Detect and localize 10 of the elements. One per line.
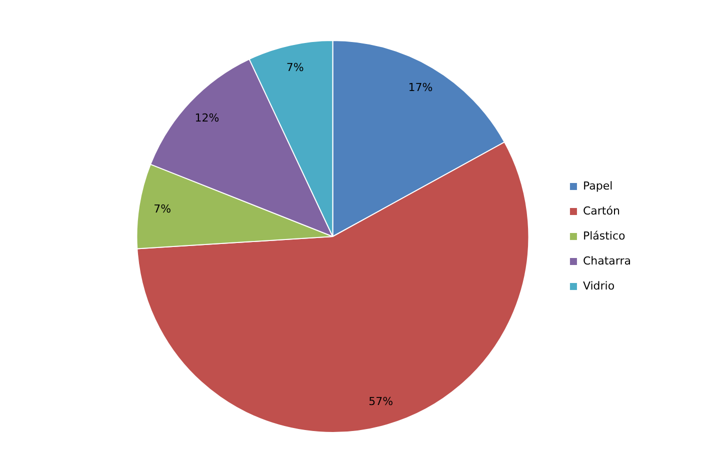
legend-label: Papel <box>582 179 613 192</box>
data-label: 7% <box>154 202 172 216</box>
legend-label: Cartón <box>582 204 620 218</box>
data-label: 57% <box>368 394 394 408</box>
data-label: 12% <box>194 111 220 124</box>
legend-label: Plástico <box>582 229 626 242</box>
legend-label: Chatarra <box>582 254 632 268</box>
data-label: 7% <box>286 61 304 74</box>
data-label: 17% <box>408 80 433 94</box>
legend-label: Vidrio <box>582 279 615 292</box>
